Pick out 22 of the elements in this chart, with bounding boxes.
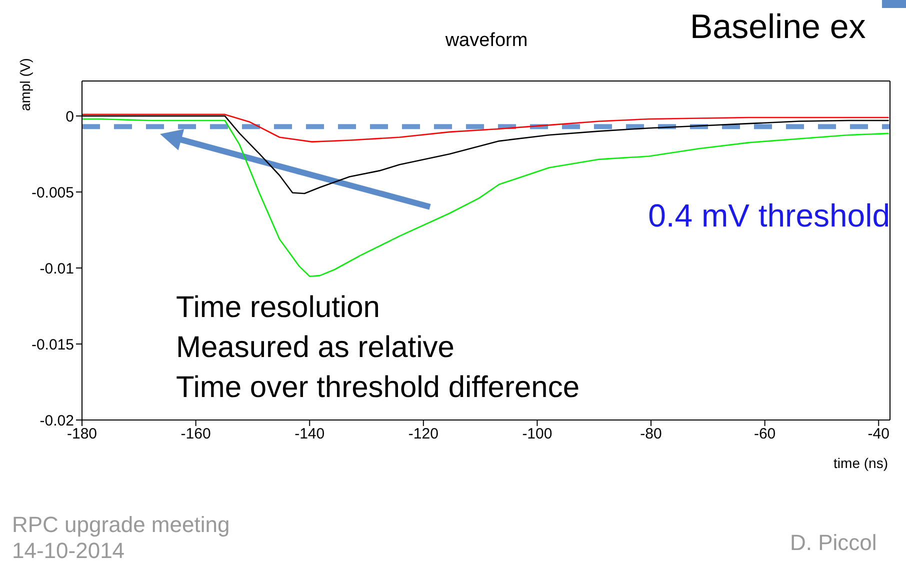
- x-tick-label: -80: [640, 426, 662, 443]
- x-tick-label: -40: [868, 426, 890, 443]
- x-tick-label: -120: [408, 426, 438, 443]
- text: Baseline ex: [690, 8, 866, 47]
- y-tick-label: -0.015: [31, 336, 74, 354]
- y-tick-label: -0.01: [40, 260, 74, 278]
- chart-title: waveform: [445, 30, 528, 51]
- y-tick-label: -0.005: [31, 184, 74, 202]
- text: RPC upgrade meeting: [12, 512, 230, 538]
- x-tick-label: -60: [754, 426, 776, 443]
- text: 14-10-2014: [12, 538, 125, 564]
- annotation: Time resolution Measured as relative Time over threshold difference: [176, 290, 580, 406]
- ref-line-label: 0.4 mV threshold: [648, 198, 890, 234]
- x-axis-title: time (ns): [834, 455, 888, 471]
- text: D. Piccol: [790, 530, 877, 556]
- y-tick-label: 0: [66, 108, 74, 126]
- line-series: [82, 118, 890, 277]
- y-axis-title: ampl (V): [16, 58, 33, 111]
- x-tick-label: -100: [522, 426, 552, 443]
- x-tick-label: -140: [294, 426, 325, 443]
- x-tick-label: -160: [180, 426, 211, 443]
- line-series: [82, 114, 890, 142]
